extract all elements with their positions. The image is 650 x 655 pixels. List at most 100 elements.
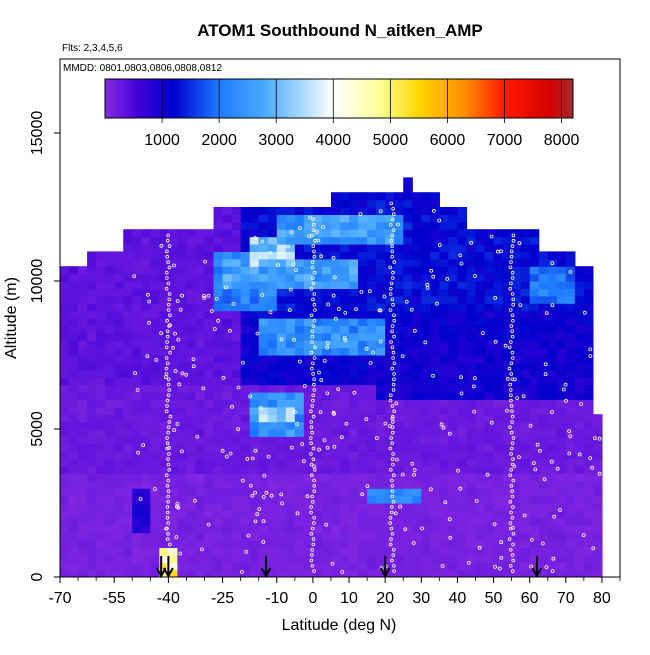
heatmap-cell (222, 244, 233, 252)
heatmap-cell (556, 332, 567, 341)
sample-point (550, 261, 555, 266)
heatmap-cell (105, 569, 115, 577)
heatmap-cell (484, 369, 495, 378)
heatmap-cell (349, 466, 359, 474)
heatmap-cell (412, 236, 422, 245)
sample-point (287, 308, 292, 313)
heatmap-cell (583, 473, 594, 482)
heatmap-cell (430, 458, 440, 467)
sample-point (152, 487, 157, 491)
heatmap-cell (493, 369, 504, 378)
colorbar-tick-label: 1000 (144, 132, 180, 149)
sample-point (147, 320, 151, 325)
heatmap-cell (267, 510, 278, 519)
sample-point (489, 420, 494, 425)
heatmap-cell (276, 540, 287, 548)
profile-point (389, 436, 394, 440)
heatmap-cell (96, 332, 106, 341)
heatmap-cell (529, 540, 540, 548)
heatmap-cell (484, 540, 495, 548)
heatmap-cell (385, 495, 395, 504)
heatmap-cell (385, 347, 395, 356)
heatmap-cell (583, 332, 594, 341)
heatmap-cell (276, 421, 287, 430)
heatmap-cell (511, 303, 522, 312)
heatmap-cell (231, 251, 242, 260)
heatmap-cell (330, 340, 341, 349)
profile-point (310, 329, 315, 334)
heatmap-cell (529, 436, 540, 445)
heatmap-cell (457, 273, 468, 282)
heatmap-cell (240, 355, 251, 363)
sample-point (276, 263, 280, 268)
heatmap-cell (511, 451, 522, 460)
heatmap-cell (520, 525, 531, 534)
sample-point (409, 307, 414, 312)
heatmap-cell (565, 488, 576, 497)
arrow-marker (155, 556, 167, 579)
heatmap-cell (520, 369, 531, 378)
heatmap-cell (412, 347, 422, 356)
sample-point (220, 448, 225, 453)
heatmap-cell (195, 473, 206, 482)
sample-point (543, 372, 548, 377)
heatmap-cell (312, 399, 323, 408)
heatmap-cell (123, 303, 133, 312)
profile-point (388, 446, 393, 451)
heatmap-cell (358, 517, 368, 526)
profile-point (310, 260, 315, 264)
heatmap-cell (168, 355, 179, 363)
sample-point (175, 299, 180, 304)
heatmap-cell (123, 517, 133, 526)
heatmap-cell (294, 288, 305, 297)
heatmap-cell (186, 340, 197, 349)
heatmap-cell (258, 281, 269, 289)
profile-point (311, 537, 316, 541)
heatmap-cell (574, 318, 585, 326)
heatmap-cell (123, 229, 133, 238)
heatmap-cell (349, 562, 359, 571)
heatmap-cell (367, 199, 377, 208)
heatmap-cell (168, 421, 179, 430)
heatmap-cell (421, 207, 431, 215)
sample-point (289, 445, 294, 450)
heatmap-cell (330, 369, 341, 378)
heatmap-cell (403, 562, 413, 571)
heatmap-cell (258, 340, 269, 349)
heatmap-cell (249, 562, 260, 571)
heatmap-cell (358, 369, 368, 378)
heatmap-cell (340, 547, 350, 556)
colorbar-tick-label: 6000 (430, 132, 466, 149)
heatmap-cell (159, 562, 169, 571)
sample-point (336, 307, 341, 311)
heatmap-cell (159, 281, 169, 289)
heatmap-cell (349, 281, 359, 289)
heatmap-cell (150, 392, 160, 400)
heatmap-cell (484, 377, 495, 386)
heatmap-cell (457, 517, 468, 526)
heatmap-cell (168, 451, 179, 460)
heatmap-cell (285, 318, 296, 326)
heatmap-cell (448, 525, 459, 534)
heatmap-cell (132, 458, 142, 467)
heatmap-cell (132, 347, 142, 356)
heatmap-cell (267, 443, 278, 452)
heatmap-cell (358, 554, 368, 563)
heatmap-cell (168, 406, 179, 415)
heatmap-cell (493, 244, 504, 252)
heatmap-cell (349, 288, 359, 297)
heatmap-cell (240, 303, 251, 312)
heatmap-cell (312, 251, 323, 260)
heatmap-cell (565, 340, 576, 349)
heatmap-cell (457, 480, 468, 489)
heatmap-cell (376, 547, 386, 556)
profile-point (508, 340, 513, 344)
heatmap-cell (529, 229, 540, 238)
heatmap-cell (574, 554, 585, 563)
heatmap-cell (457, 458, 468, 467)
heatmap-cell (448, 495, 459, 504)
profile-point (309, 441, 313, 446)
heatmap-cell (394, 540, 404, 548)
profile-point (309, 420, 314, 424)
heatmap-cell (556, 554, 567, 563)
